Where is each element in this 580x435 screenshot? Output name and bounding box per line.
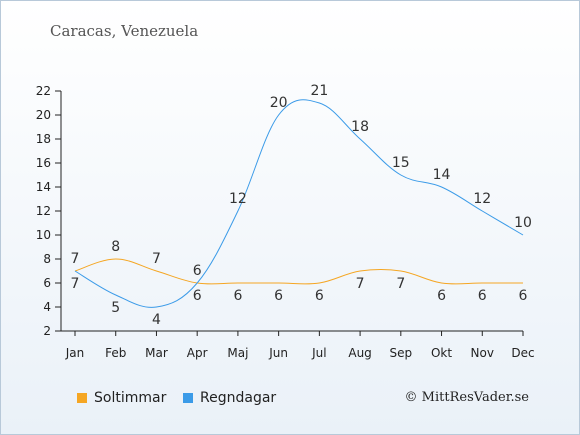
data-label-sun-hours-Jul: 6 bbox=[315, 288, 324, 304]
legend-label-sun-hours: Soltimmar bbox=[94, 390, 167, 406]
data-label-rain-days-Mar: 4 bbox=[152, 312, 161, 328]
data-label-rain-days-Apr: 6 bbox=[193, 288, 202, 304]
y-tick-label-16: 16 bbox=[36, 156, 51, 170]
data-label-sun-hours-Feb: 8 bbox=[111, 239, 120, 255]
series-lines bbox=[74, 99, 524, 308]
y-tick-label-2: 2 bbox=[43, 324, 51, 338]
legend-label-rain-days: Regndagar bbox=[200, 390, 277, 406]
x-tick-label-Apr: Apr bbox=[187, 346, 208, 360]
data-label-rain-days-Jun: 20 bbox=[270, 95, 288, 111]
y-tick-label-22: 22 bbox=[36, 84, 51, 98]
legend-item-sun-hours: Soltimmar bbox=[77, 390, 166, 406]
data-label-sun-hours-Nov: 6 bbox=[478, 288, 487, 304]
x-tick-label-Aug: Aug bbox=[348, 346, 371, 360]
x-tick-label-Jun: Jun bbox=[268, 346, 288, 360]
legend-swatch-sun-hours bbox=[77, 393, 87, 403]
x-tick-label-Jul: Jul bbox=[311, 346, 326, 360]
data-label-sun-hours-Jun: 6 bbox=[274, 288, 283, 304]
x-tick-label-Feb: Feb bbox=[105, 346, 126, 360]
data-label-sun-hours-Jan: 7 bbox=[71, 251, 80, 267]
series-line-rain-days bbox=[74, 99, 524, 308]
data-label-rain-days-Jan: 7 bbox=[71, 276, 80, 292]
x-tick-label-Mar: Mar bbox=[145, 346, 168, 360]
x-tick-label-Jan: Jan bbox=[65, 346, 85, 360]
y-tick-label-6: 6 bbox=[43, 276, 51, 290]
series-line-sun-hours bbox=[74, 258, 523, 285]
chart-title: Caracas, Venezuela bbox=[50, 22, 199, 40]
y-tick-label-18: 18 bbox=[36, 132, 51, 146]
data-label-sun-hours-Okt: 6 bbox=[437, 288, 446, 304]
data-label-sun-hours-Sep: 7 bbox=[396, 276, 405, 292]
x-tick-label-Dec: Dec bbox=[511, 346, 534, 360]
credit-text: © MittResVader.se bbox=[404, 390, 529, 405]
y-tick-label-12: 12 bbox=[36, 204, 51, 218]
data-label-rain-days-Jul: 21 bbox=[310, 83, 328, 99]
y-tick-label-14: 14 bbox=[36, 180, 51, 194]
legend-item-rain-days: Regndagar bbox=[183, 390, 276, 406]
data-label-rain-days-Feb: 5 bbox=[111, 300, 120, 316]
data-labels: 7 8 7 6 6 6 6 7 7 6 6 6 7 5 4 6 12 20 21 18 15 14 12 10 bbox=[71, 83, 532, 328]
x-tick-label-Sep: Sep bbox=[390, 346, 413, 360]
y-tick-label-20: 20 bbox=[36, 108, 51, 122]
data-label-sun-hours-Dec: 6 bbox=[519, 288, 528, 304]
data-label-sun-hours-Aug: 7 bbox=[356, 276, 365, 292]
data-label-sun-hours-Apr: 6 bbox=[193, 263, 202, 279]
y-tick-label-10: 10 bbox=[36, 228, 51, 242]
data-label-rain-days-Aug: 18 bbox=[351, 119, 369, 135]
data-label-sun-hours-Maj: 6 bbox=[233, 288, 242, 304]
axes: 2 4 6 8 10 12 14 16 18 20 22 Jan Feb Mar Apr Maj Jun Jul A… bbox=[36, 84, 535, 360]
x-tick-label-Maj: Maj bbox=[227, 346, 248, 360]
data-label-rain-days-Sep: 15 bbox=[392, 155, 410, 171]
x-tick-label-Okt: Okt bbox=[431, 346, 452, 360]
data-label-rain-days-Nov: 12 bbox=[473, 191, 491, 207]
legend-swatch-rain-days bbox=[183, 393, 193, 403]
data-label-sun-hours-Mar: 7 bbox=[152, 251, 161, 267]
y-tick-label-8: 8 bbox=[43, 252, 51, 266]
data-label-rain-days-Dec: 10 bbox=[514, 215, 532, 231]
data-label-rain-days-Maj: 12 bbox=[229, 191, 247, 207]
data-label-rain-days-Okt: 14 bbox=[433, 167, 451, 183]
y-tick-label-4: 4 bbox=[43, 300, 51, 314]
x-tick-label-Nov: Nov bbox=[471, 346, 494, 360]
